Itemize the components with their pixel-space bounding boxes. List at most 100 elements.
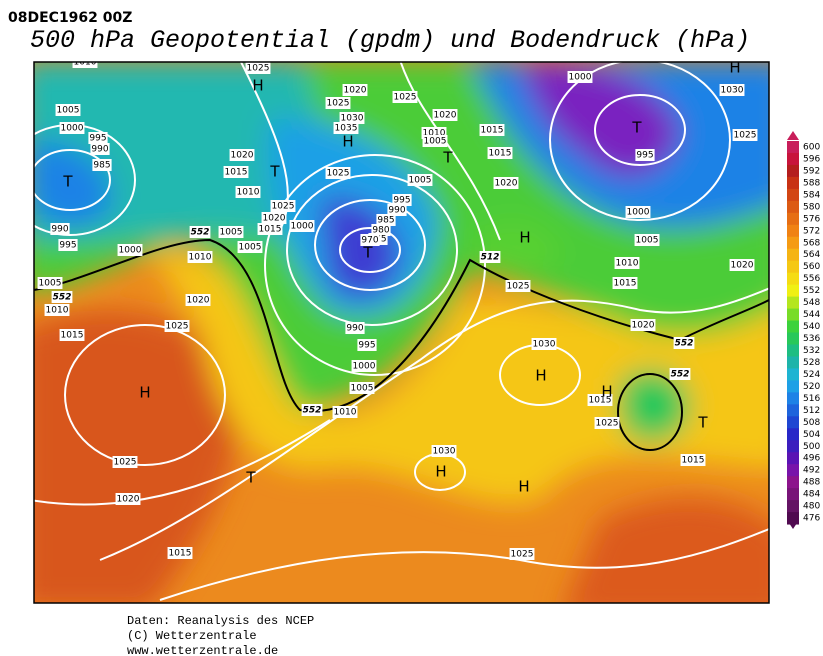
isobar-label: 985 <box>376 214 396 226</box>
isobar-label: 1025 <box>247 64 270 74</box>
height-label: 552 <box>671 370 690 380</box>
isobar-label-box <box>218 226 244 238</box>
isobar-label: 1005 <box>634 234 660 246</box>
colorbar-swatch <box>787 488 799 501</box>
isobar-label-box <box>72 62 98 68</box>
isobar-label: 1005 <box>239 243 262 253</box>
colorbar-tick-label: 568 <box>803 238 820 248</box>
isobar-label: 1005 <box>57 106 80 116</box>
isobar-label: 990 <box>90 143 110 155</box>
colorbar-tick-label: 524 <box>803 370 820 380</box>
isobar-label-box <box>50 223 70 235</box>
isobar-label: 1010 <box>614 257 640 269</box>
isobar-label: 1010 <box>46 306 69 316</box>
isobar-label: 1015 <box>61 331 84 341</box>
isobar-label: 1010 <box>74 58 97 68</box>
isobar-label: 1030 <box>433 447 456 457</box>
isobar-label: 1000 <box>59 122 85 134</box>
isobar-label: 1015 <box>259 225 282 235</box>
colorbar-swatch <box>787 320 799 334</box>
isobar-label-box <box>325 167 351 179</box>
isobar-label: 1025 <box>596 419 619 429</box>
colorbar-swatch <box>787 500 799 513</box>
isobar-label-box <box>115 493 141 505</box>
isobar-label-box <box>360 234 380 246</box>
isobar-label-box <box>92 159 112 171</box>
isobar-label-box <box>407 174 433 186</box>
height-label-box <box>479 251 501 263</box>
colorbar-tick-label: 484 <box>803 490 820 500</box>
isobar-label: 1020 <box>231 151 254 161</box>
colorbar-swatch <box>787 248 799 262</box>
isobar-label: 1015 <box>612 277 638 289</box>
isobar-label-box <box>90 143 110 155</box>
colorbar-swatch <box>787 344 799 357</box>
isobar-label: 1030 <box>721 86 744 96</box>
isobar-label: 1020 <box>344 86 367 96</box>
isobar-label: 995 <box>635 149 655 161</box>
isobar-label: 990 <box>388 206 405 216</box>
isobar-label: 1005 <box>409 176 432 186</box>
isobar-label: 1005 <box>218 226 244 238</box>
colorbar-tick-label: 520 <box>803 382 820 392</box>
isobar-label-box <box>245 62 271 74</box>
isobar-label-box <box>332 406 358 418</box>
isobar-label-box <box>635 149 655 161</box>
isobar-label-box <box>392 194 412 206</box>
isobar-label-box <box>680 454 706 466</box>
isobar-label: 995 <box>636 151 653 161</box>
isobar-label: 990 <box>51 225 68 235</box>
isobar-label: 1015 <box>587 394 613 406</box>
isobar-label: 1000 <box>569 73 592 83</box>
isobar-label-box <box>376 214 396 226</box>
isobar-label: 1020 <box>117 495 140 505</box>
pressure-center: H <box>535 367 546 385</box>
isobar-label: 1000 <box>289 220 315 232</box>
colorbar-swatch <box>787 332 799 345</box>
colorbar-swatch <box>787 476 799 489</box>
isobar-label-box <box>614 257 640 269</box>
colorbar-tick-label: 580 <box>803 202 820 212</box>
isobar-label: 1025 <box>732 129 758 141</box>
colorbar-tick-label: 552 <box>803 286 820 296</box>
footer-line: (C) Wetterzentrale <box>127 629 257 643</box>
title: 500 hPa Geopotential (gpdm) und Bodendru… <box>30 26 750 55</box>
isobar-label: 1010 <box>187 251 213 263</box>
isobar-label-box <box>487 147 513 159</box>
isobar-label: 1025 <box>272 202 295 212</box>
colorbar-tick-label: 500 <box>803 442 820 452</box>
isobar-label: 990 <box>345 322 365 334</box>
isobar-label: 1010 <box>423 129 446 139</box>
isobar-label: 1020 <box>187 296 210 306</box>
isobar-label: 1010 <box>616 259 639 269</box>
isobar-label: 1020 <box>432 109 458 121</box>
colorbar-swatch <box>787 368 799 381</box>
colorbar-tick-label: 496 <box>803 454 820 464</box>
isobar-label-box <box>44 304 70 316</box>
colorbar-swatch <box>787 416 799 429</box>
isobar-label: 1025 <box>327 99 350 109</box>
isobar-label-box <box>342 84 368 96</box>
height-label: 552 <box>191 228 210 238</box>
isobar-label: 1025 <box>594 417 620 429</box>
pressure-center: H <box>252 77 263 95</box>
isobar-label: 1000 <box>117 244 143 256</box>
colorbar-tick-label: 560 <box>803 262 820 272</box>
isobar-label-box <box>55 104 81 116</box>
isobar-label: 1020 <box>731 261 754 271</box>
colorbar-tick-label: 492 <box>803 466 820 476</box>
height-label-box <box>673 337 695 349</box>
isobar-label: 1010 <box>334 408 357 418</box>
isobar-label-box <box>37 277 63 289</box>
height-label: 552 <box>301 404 323 416</box>
isobar-label-box <box>270 200 296 212</box>
colorbar-swatch <box>787 452 799 465</box>
isobar-label: 1025 <box>734 131 757 141</box>
isobar-label-box <box>732 129 758 141</box>
map: 1010102510201025100010301005100099599098… <box>34 58 769 603</box>
colorbar-swatch <box>787 440 799 453</box>
isobar-label: 1000 <box>353 362 376 372</box>
isobar-label: 985 <box>377 216 394 226</box>
pressure-center: T <box>269 163 280 181</box>
colorbar-tick-label: 588 <box>803 178 820 188</box>
